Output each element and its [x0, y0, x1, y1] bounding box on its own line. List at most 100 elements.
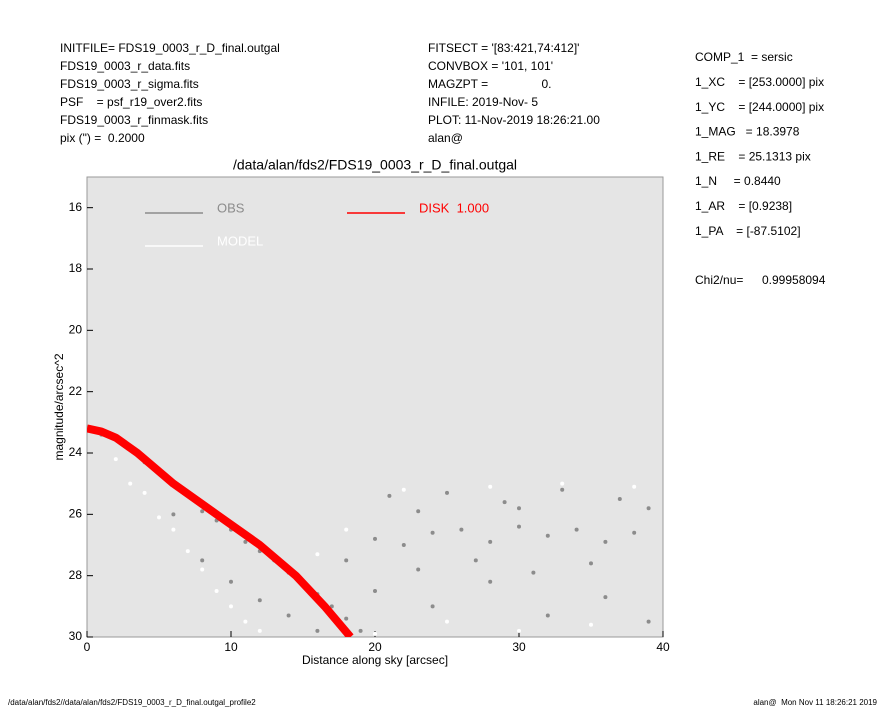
data-point [373, 536, 377, 541]
data-point [229, 579, 233, 584]
header-right-line: 1_YC = [244.0000] pix [695, 100, 824, 114]
data-point [229, 604, 233, 609]
data-point [315, 628, 320, 633]
header-right-line: 1_XC = [253.0000] pix [695, 75, 824, 89]
data-point [286, 613, 291, 618]
data-point [603, 539, 608, 544]
y-tick-label: 16 [69, 200, 83, 214]
data-point [632, 530, 637, 535]
x-tick-label: 20 [368, 640, 382, 654]
header-middle-line: FITSECT = '[83:421,74:412]' [428, 41, 579, 55]
data-point [142, 490, 147, 495]
data-point [200, 558, 205, 563]
y-tick-label: 18 [69, 261, 83, 275]
data-point [214, 589, 219, 593]
data-point [185, 549, 190, 554]
header-middle-line: alan@ [428, 131, 463, 145]
header-left-line: FDS19_0003_r_data.fits [60, 59, 190, 73]
data-point [358, 628, 363, 633]
header-right-line: 1_MAG = 18.3978 [695, 125, 800, 139]
header-right-line: 1_PA = [-87.5102] [695, 224, 801, 238]
plot-marks [87, 424, 651, 637]
data-point [401, 543, 406, 547]
header-right-line: 1_AR = [0.9238] [695, 199, 792, 213]
data-point [517, 628, 521, 633]
footer-right: alan@ Mon Nov 11 18:26:21 2019 [753, 698, 877, 707]
y-axis-label: magnitude/arcsec^2 [52, 353, 66, 460]
data-point [488, 579, 493, 584]
data-point [430, 604, 435, 609]
data-point [257, 598, 262, 603]
data-point [113, 457, 118, 462]
y-tick-label: 20 [69, 323, 83, 337]
x-tick-label: 40 [656, 640, 670, 654]
data-point [416, 567, 421, 572]
data-point [603, 595, 608, 600]
y-tick-label: 22 [69, 384, 83, 398]
data-point [373, 589, 377, 593]
y-tick-label: 26 [69, 507, 83, 521]
data-point [473, 558, 478, 563]
data-point [646, 506, 651, 511]
data-point [502, 500, 507, 505]
x-tick-label: 0 [84, 640, 91, 654]
data-point [200, 567, 205, 572]
data-point [243, 539, 248, 544]
data-point [574, 527, 579, 532]
data-point [344, 558, 349, 563]
data-point [315, 552, 320, 557]
legend-label: MODEL [217, 233, 263, 248]
data-point [128, 481, 133, 486]
data-point [617, 497, 622, 501]
data-point [517, 506, 521, 511]
data-point [545, 533, 550, 538]
header-right-line: 1_RE = 25.1313 pix [695, 149, 811, 163]
chart-title: /data/alan/fds2/FDS19_0003_r_D_final.out… [233, 157, 517, 173]
data-point [171, 527, 176, 532]
x-tick-label: 30 [512, 640, 526, 654]
x-axis-label: Distance along sky [arcsec] [302, 653, 448, 667]
data-point [243, 619, 248, 624]
data-point [589, 622, 593, 627]
data-point [401, 487, 406, 492]
data-point [632, 484, 637, 489]
data-point [445, 490, 449, 495]
data-point [387, 493, 392, 498]
data-point [445, 619, 449, 624]
plot-area [86, 176, 664, 638]
data-point [430, 530, 435, 535]
header-right-line: 1_N = 0.8440 [695, 174, 781, 188]
data-point [329, 604, 334, 609]
data-point [257, 628, 262, 633]
data-point [157, 515, 161, 520]
footer-left: /data/alan/fds2//data/alan/fds2/FDS19_00… [8, 698, 256, 707]
header-middle-line: PLOT: 11-Nov-2019 18:26:21.00 [428, 113, 600, 127]
data-point [459, 527, 464, 532]
data-point [646, 619, 651, 624]
header-left-line: PSF = psf_r19_over2.fits [60, 95, 202, 109]
header-left-line: FDS19_0003_r_sigma.fits [60, 77, 199, 91]
data-point [344, 527, 349, 532]
header-middle-line: MAGZPT = 0. [428, 77, 551, 91]
header-left-line: pix (") = 0.2000 [60, 131, 145, 145]
legend-label: OBS [217, 200, 245, 215]
data-point [560, 487, 565, 492]
legend-label: DISK 1.000 [419, 200, 489, 215]
header-left-line: FDS19_0003_r_finmask.fits [60, 113, 208, 127]
data-point [545, 613, 550, 618]
chi-label: Chi2/nu= [695, 273, 743, 287]
y-tick-label: 28 [69, 568, 83, 582]
data-point [344, 616, 349, 621]
data-point [531, 570, 536, 575]
header-right-line: COMP_1 = sersic [695, 50, 793, 64]
data-point [488, 484, 493, 489]
data-point [560, 481, 565, 486]
data-point [200, 509, 205, 514]
data-point [416, 509, 421, 514]
x-tick-label: 10 [224, 640, 238, 654]
data-point [373, 631, 377, 636]
model-line [87, 424, 354, 637]
header-middle-line: INFILE: 2019-Nov- 5 [428, 95, 538, 109]
chi-value: 0.99958094 [762, 273, 826, 287]
